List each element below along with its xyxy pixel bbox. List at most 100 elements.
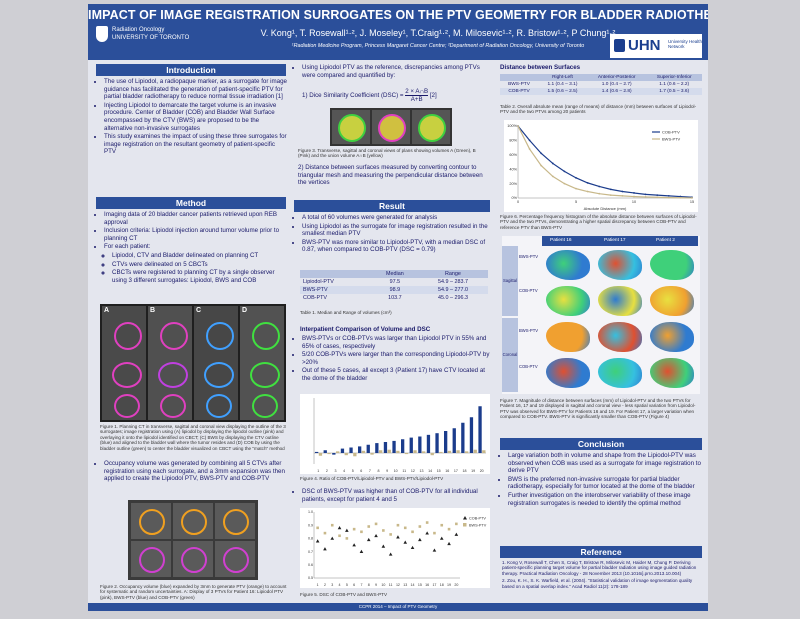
fig2-panel [173, 541, 213, 577]
table-cell: COB-PTV [500, 88, 539, 95]
bar [383, 442, 388, 453]
data-point [575, 176, 577, 179]
figure-7: Patient 16 Patient 17 Patient 2 Sagittal… [502, 236, 700, 394]
intro-bullet: Injecting Lipiodol to demarcate the targ… [104, 102, 288, 132]
x-tick-label: 14 [411, 583, 415, 587]
dsc-label: 1) Dice Similarity Coefficient (DSC) = [302, 92, 404, 100]
x-tick-label: 18 [440, 583, 444, 587]
table-row: Lipiodol-PTV 97.5 54.9 – 283.7 [300, 278, 488, 286]
data-point [598, 185, 601, 188]
contour-ring [160, 394, 186, 418]
surface-map-thumbnail [650, 286, 694, 316]
point-cob [388, 552, 393, 556]
data-point [621, 190, 624, 193]
bar [473, 449, 477, 453]
overlap-region [378, 114, 406, 142]
data-point [667, 194, 670, 197]
surface-map-thumbnail [546, 322, 590, 352]
table-cell: Lipiodol-PTV [303, 279, 334, 285]
data-point [551, 162, 554, 165]
conclusion-bullet: Large variation both in volume and shape… [508, 452, 702, 475]
figure-1: A B C D [100, 304, 286, 422]
poster-footer: CCPR 2014 – Impact of PTV Geometry [88, 603, 708, 611]
bar [444, 431, 448, 453]
result-heading: Result [294, 200, 490, 212]
figure-1-caption: Figure 1. Planning CT in transverse, sag… [100, 424, 286, 451]
x-tick-label: 3 [331, 583, 333, 587]
table-cell: 1.5 (0.6 – 2.5) [538, 88, 587, 95]
bar [396, 450, 400, 453]
point-cob [396, 535, 400, 539]
x-tick-label: 11 [402, 469, 406, 473]
bar [392, 440, 396, 453]
surface-map-thumbnail [598, 286, 642, 316]
x-tick-label: 14 [428, 469, 432, 473]
bar [401, 439, 405, 453]
point-bws [418, 525, 422, 528]
data-point [656, 194, 659, 197]
bar [413, 450, 417, 453]
legend-label: COB-PTV [469, 517, 486, 521]
fig7-col-label: Patient 16 [550, 238, 572, 243]
table-cell: 98.9 [371, 286, 418, 294]
fig7-group: Coronal [502, 318, 518, 392]
figure-6-chart: 0% 20% 40% 60% 80% 100% 0 5 10 15 Absolute Distanc… [504, 120, 698, 212]
x-tick-label: 6 [360, 469, 362, 473]
contour-ring [181, 509, 207, 535]
data-point [540, 164, 543, 167]
legend-label: BWS-PTV [662, 137, 681, 142]
x-tick-label: 5 [346, 583, 348, 587]
intro-bullet: The use of Lipiodol, a radiopaque marker… [104, 78, 288, 101]
point-cob [337, 526, 342, 530]
logo-line2: UNIVERSITY OF TORONTO [112, 35, 190, 41]
table-2-caption: Table 2. Overall absolute mean (range of… [500, 104, 697, 115]
fig7-group-label: Sagittal [503, 278, 517, 283]
data-point [621, 194, 624, 197]
data-point [679, 196, 682, 199]
table-row: COB-PTV 103.7 45.0 – 296.3 [300, 294, 488, 302]
contour-ring [252, 322, 280, 350]
y-tick-label: 60% [509, 153, 517, 157]
conclusion-bullet: Further investigation on the interobserv… [508, 492, 702, 507]
table-cell: BWS-PTV [300, 286, 372, 294]
x-tick-label: 15 [418, 583, 422, 587]
dsc-fraction: 2 × A∩B A+B [405, 88, 429, 103]
panel-label: D [242, 307, 248, 314]
x-tick-label: 4 [339, 583, 341, 587]
table-cell: 1.4 (0.6 – 2.8) [586, 88, 647, 95]
point-bws [352, 527, 356, 531]
fig3-panel [372, 110, 410, 144]
surface-map-thumbnail [598, 250, 642, 280]
fig7-row-label: BWS-PTV [519, 328, 539, 333]
surface-map-thumbnail [650, 322, 694, 352]
x-tick-label: 5 [352, 469, 354, 473]
table-header: Superior-Inferior [646, 74, 702, 81]
bar [469, 417, 474, 453]
data-point [586, 190, 589, 193]
contour-ring [204, 362, 234, 388]
table-cell: 1.1 (0.4 – 3.1) [547, 82, 578, 87]
bar [318, 453, 323, 456]
bar [332, 453, 336, 455]
result-bullet: BWS-PTV was more similar to Lipiodol-PTV… [302, 239, 490, 254]
uhn-text: UHN [628, 37, 661, 54]
x-tick-label: 5 [575, 200, 577, 204]
table-header [300, 270, 372, 278]
point-bws [440, 523, 444, 527]
x-tick-label: 7 [360, 583, 362, 587]
figure-4-caption: Figure 4. Ratio of COB-PTV/Lipiodol-PTV … [300, 476, 444, 481]
dsc-bullet: DSC of BWS-PTV was higher than of COB-PT… [302, 488, 490, 503]
panel-label: C [196, 307, 202, 314]
x-tick-label: 8 [378, 469, 380, 473]
point-cob [425, 531, 429, 535]
inter-bullet: Out of these 5 cases, all except 3 (Pati… [302, 367, 490, 382]
figure-5-chart: 0.50.60.70.80.91.01 2 3 4 5 6 7 8 9 10 11 12 13 14 15 1… [300, 508, 490, 588]
bar [349, 447, 353, 453]
fig2-panel [215, 541, 255, 577]
y-tick-label: 0.6 [308, 563, 313, 567]
method-bullet: For each patient: [104, 243, 288, 251]
table-1: Median Range Lipiodol-PTV 97.5 54.9 – 28… [300, 270, 488, 302]
table-cell: COB-PTV [303, 295, 327, 301]
intro-bullet: This study examines the impact of using … [104, 133, 288, 156]
result-bullet: Using Lipiodol as the surrogate for imag… [302, 223, 490, 238]
